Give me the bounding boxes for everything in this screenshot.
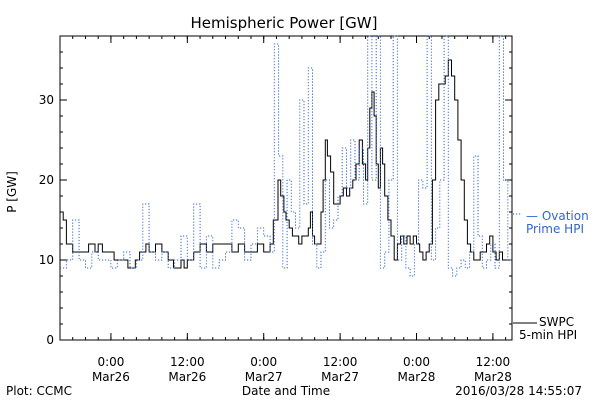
legend-label-ovation-line2: Prime HPI [526, 222, 584, 236]
x-tick-label-date: Mar26 [168, 370, 206, 384]
x-tick-label-time: 0:00 [403, 355, 430, 369]
x-tick-label-date: Mar26 [92, 370, 130, 384]
x-axis-label: Date and Time [242, 384, 330, 398]
series-line-0 [60, 59, 512, 269]
x-tick-label-date: Mar28 [474, 370, 512, 384]
y-tick-label: 20 [39, 173, 54, 187]
footer-timestamp: 2016/03/28 14:55:07 [455, 384, 582, 398]
legend-label-ovation-line1: — Ovation [526, 209, 589, 223]
x-tick-label-date: Mar28 [398, 370, 436, 384]
y-tick-label: 0 [46, 333, 54, 347]
y-tick-label: 10 [39, 253, 54, 267]
x-tick-label-time: 0:00 [97, 355, 124, 369]
legend-label-swpc-line2: 5-min HPI [519, 328, 577, 342]
legend-label-swpc-line1: SWPC [539, 315, 574, 329]
x-tick-label-time: 12:00 [323, 355, 358, 369]
plot-area: 01020300:00Mar2612:00Mar260:00Mar2712:00… [39, 35, 513, 384]
x-tick-label-time: 12:00 [170, 355, 205, 369]
series-line-1 [60, 35, 512, 277]
y-axis-label: P [GW] [5, 171, 19, 213]
y-tick-label: 30 [39, 93, 54, 107]
x-tick-label-time: 12:00 [476, 355, 511, 369]
footer-plot-credit: Plot: CCMC [6, 384, 72, 398]
chart-title: Hemispheric Power [GW] [191, 14, 378, 32]
plot-frame [59, 35, 513, 341]
x-tick-label-time: 0:00 [250, 355, 277, 369]
x-tick-label-date: Mar27 [321, 370, 359, 384]
x-tick-label-date: Mar27 [245, 370, 283, 384]
